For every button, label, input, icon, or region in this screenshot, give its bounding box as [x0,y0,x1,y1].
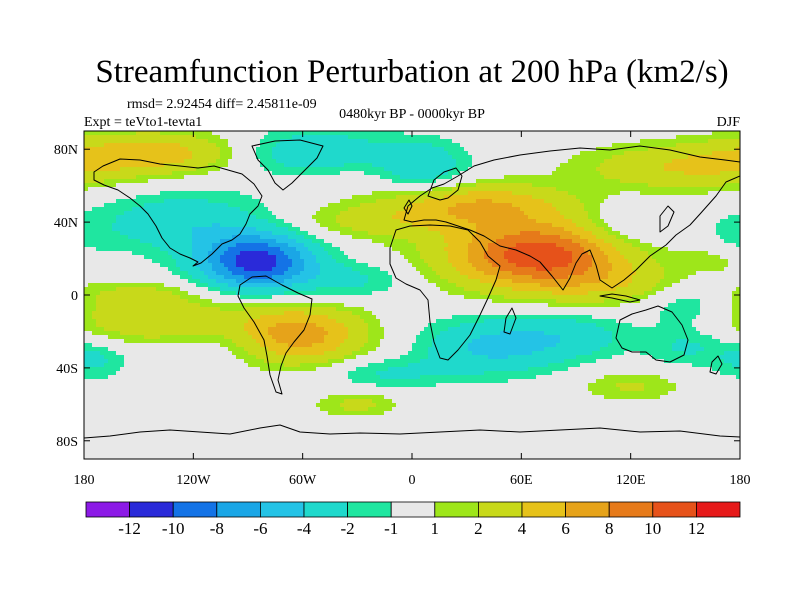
coastline-indonesia [599,293,641,303]
colorbar-label: 10 [644,519,661,538]
coastlines [84,139,740,439]
coastline-north-america [93,158,263,267]
experiment-label: Expt = teVto1-tevta1 [84,115,202,130]
x-tick-label: 180 [74,473,95,488]
x-tick-label: 0 [409,473,416,488]
period-label: 0480kyr BP - 0000kyr BP [339,107,485,122]
field-level-7 [84,131,740,459]
y-tick-label: 80S [56,435,78,450]
colorbar-swatch [608,501,654,518]
colorbar-label: -1 [384,519,398,538]
colorbar-swatch [565,501,610,518]
colorbar-swatch [347,501,392,518]
x-tick-label: 60E [510,473,533,488]
coastline-antarctica [84,424,740,439]
season-label: DJF [717,115,741,130]
colorbar-swatch [652,501,697,518]
field-level-9 [84,131,740,411]
colorbar-label: -2 [341,519,355,538]
coastline-new-zealand [709,355,723,375]
colorbar-label: -6 [253,519,267,538]
x-tick-label: 120W [176,473,211,488]
colorbar-swatch [216,501,261,518]
colorbar-swatch [172,501,218,518]
colorbar-label: 4 [518,519,527,538]
coastline-africa [389,224,501,361]
x-tick-label: 120E [616,473,646,488]
field-level-13 [504,243,572,271]
colorbar-label: 12 [688,519,705,538]
field-level-3 [208,235,304,283]
coastline-british-isles [403,199,413,215]
coastline-australia [615,305,689,363]
colorbar-label: -12 [118,519,141,538]
y-tick-label: 80N [54,143,78,158]
colorbar-swatch [259,501,305,518]
coastline-greenland [251,139,324,191]
colorbar-label: 2 [474,519,483,538]
colorbar-swatch [390,501,436,518]
colorbar-label: 6 [561,519,570,538]
x-tick-label: 60W [289,473,317,488]
colorbar-swatch [129,501,174,518]
coastline-eurasia [403,145,740,291]
colorbar-swatch [85,501,130,518]
y-tick-label: 0 [71,289,78,304]
streamfunction-field [84,131,740,459]
coastline-scandinavia [427,167,463,201]
colorbar: -12 -10 -8 -6 -4 -2 -1 1 2 4 6 8 10 12 [85,501,741,538]
field-level-1 [236,251,276,271]
field-level-4 [192,223,560,359]
colorbar-swatch [696,501,741,518]
colorbar-swatch [434,501,479,518]
coastline-japan [659,205,675,233]
colorbar-label: -10 [162,519,185,538]
colorbar-label: 8 [605,519,614,538]
colorbar-swatch [521,501,566,518]
colorbar-swatch [477,501,523,518]
field-level-2 [220,243,292,279]
field-level-8 [84,131,740,415]
coastline-south-america [237,275,313,395]
field-level-10 [84,143,740,355]
chart-title: Streamfunction Perturbation at 200 hPa (… [95,54,728,90]
colorbar-label: -8 [210,519,224,538]
rmsd-label: rmsd= 2.92454 diff= 2.45811e-09 [127,97,317,112]
axis-ticks: 180 120W 60W 0 60E 120E 180 80N 40N 0 40S 80S [54,131,751,488]
y-tick-label: 40S [56,362,78,377]
x-tick-label: 180 [730,473,751,488]
colorbar-label: -4 [297,519,312,538]
coastline-madagascar [503,307,517,335]
colorbar-swatch [303,501,348,518]
y-tick-label: 40N [54,216,78,231]
colorbar-label: 1 [431,519,440,538]
